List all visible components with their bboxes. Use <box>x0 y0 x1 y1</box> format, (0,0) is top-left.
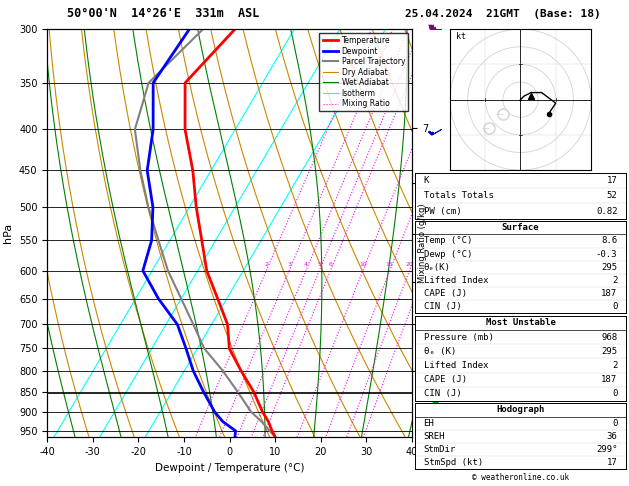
Legend: Temperature, Dewpoint, Parcel Trajectory, Dry Adiabat, Wet Adiabat, Isotherm, Mi: Temperature, Dewpoint, Parcel Trajectory… <box>320 33 408 111</box>
Text: SREH: SREH <box>423 432 445 441</box>
Text: 295: 295 <box>601 347 618 356</box>
Text: 52: 52 <box>607 191 618 200</box>
Text: 17: 17 <box>607 176 618 185</box>
Text: 3: 3 <box>287 262 291 267</box>
Text: -0.3: -0.3 <box>596 250 618 259</box>
Text: 2: 2 <box>264 262 268 267</box>
Text: Surface: Surface <box>502 223 539 232</box>
Text: 0: 0 <box>612 302 618 312</box>
Text: 8.6: 8.6 <box>601 236 618 245</box>
Y-axis label: km
ASL: km ASL <box>431 225 450 242</box>
Text: 187: 187 <box>601 289 618 298</box>
Text: EH: EH <box>423 418 434 428</box>
Text: StmDir: StmDir <box>423 445 456 454</box>
Text: Mixing Ratio (g/kg): Mixing Ratio (g/kg) <box>418 203 427 283</box>
Text: 0: 0 <box>612 418 618 428</box>
Text: 299°: 299° <box>596 445 618 454</box>
Text: 50°00'N  14°26'E  331m  ASL: 50°00'N 14°26'E 331m ASL <box>67 7 260 20</box>
Text: 5: 5 <box>317 262 321 267</box>
Text: Most Unstable: Most Unstable <box>486 318 555 328</box>
Text: 187: 187 <box>601 375 618 384</box>
Text: Lifted Index: Lifted Index <box>423 361 488 370</box>
Text: Pressure (mb): Pressure (mb) <box>423 332 493 342</box>
X-axis label: Dewpoint / Temperature (°C): Dewpoint / Temperature (°C) <box>155 463 304 473</box>
Text: Dewp (°C): Dewp (°C) <box>423 250 472 259</box>
Text: StmSpd (kt): StmSpd (kt) <box>423 458 482 467</box>
Text: K: K <box>423 176 429 185</box>
Text: 20: 20 <box>406 262 413 267</box>
Text: Temp (°C): Temp (°C) <box>423 236 472 245</box>
Text: 4: 4 <box>304 262 308 267</box>
Text: 968: 968 <box>601 332 618 342</box>
Text: 6: 6 <box>328 262 332 267</box>
Y-axis label: hPa: hPa <box>3 223 13 243</box>
Text: 2: 2 <box>612 276 618 285</box>
Text: θₑ(K): θₑ(K) <box>423 263 450 272</box>
Text: 0: 0 <box>612 389 618 399</box>
Text: kt: kt <box>455 32 465 41</box>
Text: LCL: LCL <box>416 389 431 398</box>
Text: CIN (J): CIN (J) <box>423 302 461 312</box>
Text: 0.82: 0.82 <box>596 207 618 215</box>
Text: © weatheronline.co.uk: © weatheronline.co.uk <box>472 473 569 482</box>
Text: θₑ (K): θₑ (K) <box>423 347 456 356</box>
Text: Totals Totals: Totals Totals <box>423 191 493 200</box>
Text: 25.04.2024  21GMT  (Base: 18): 25.04.2024 21GMT (Base: 18) <box>405 9 601 19</box>
Text: 36: 36 <box>607 432 618 441</box>
Text: 10: 10 <box>359 262 367 267</box>
Text: CAPE (J): CAPE (J) <box>423 375 467 384</box>
Text: 2: 2 <box>612 361 618 370</box>
Text: 295: 295 <box>601 263 618 272</box>
Text: 15: 15 <box>386 262 394 267</box>
Text: Lifted Index: Lifted Index <box>423 276 488 285</box>
Text: 17: 17 <box>607 458 618 467</box>
Text: PW (cm): PW (cm) <box>423 207 461 215</box>
Text: CIN (J): CIN (J) <box>423 389 461 399</box>
Text: CAPE (J): CAPE (J) <box>423 289 467 298</box>
Text: Hodograph: Hodograph <box>496 405 545 415</box>
